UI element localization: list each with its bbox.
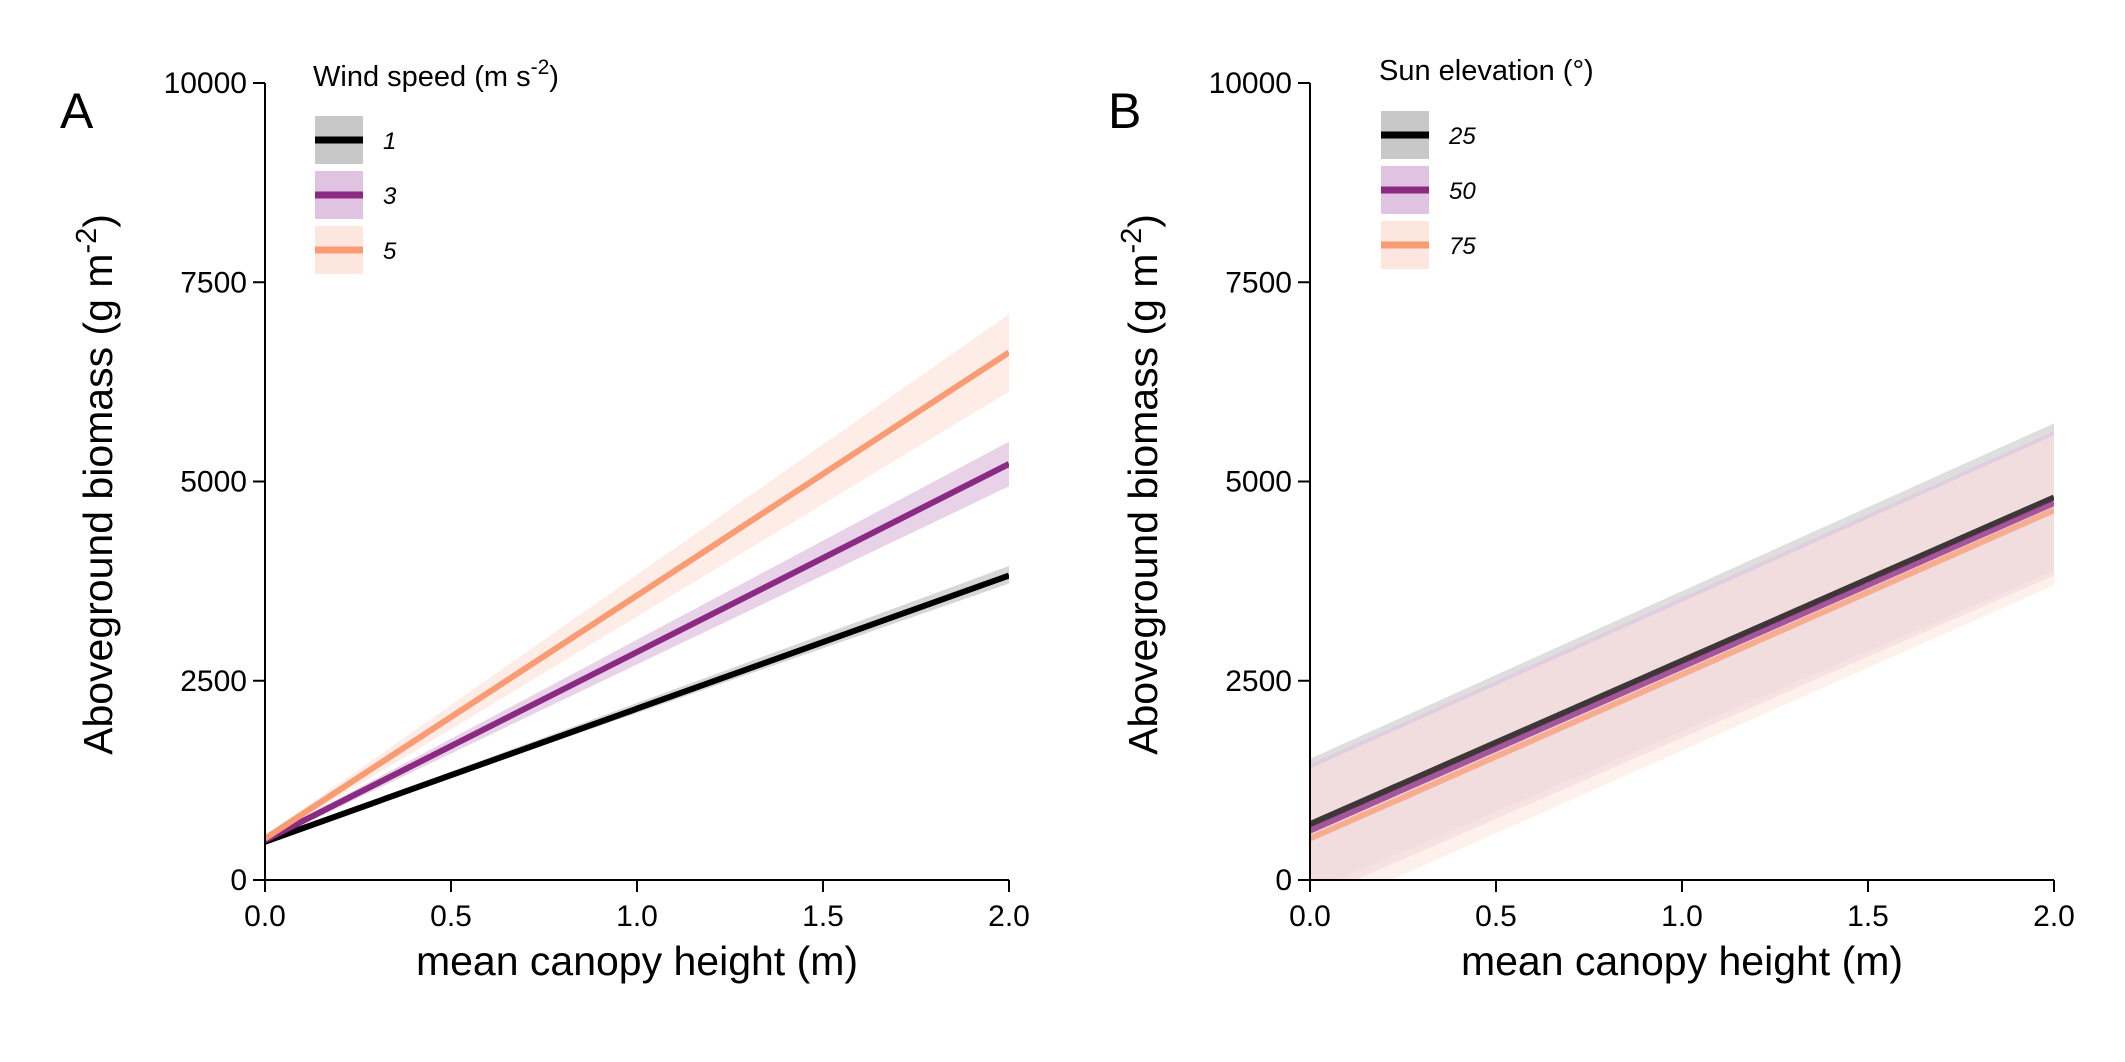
x-tick-label: 0.0 [1289,900,1331,933]
y-axis-title-superscript: -2 [71,228,103,254]
y-axis-title-main: Aboveground biomass (g m [1120,254,1166,755]
y-tick-label: 10000 [1209,67,1292,100]
legend-label-3: 3 [383,183,397,210]
legend-label-1: 1 [383,128,396,155]
y-tick-label: 7500 [1225,266,1292,299]
legend-label-75: 75 [1449,233,1476,260]
y-axis-title: Aboveground biomass (g m-2) [71,214,121,755]
y-axis-title-superscript: -2 [1116,228,1148,254]
series-line-75 [1310,507,2054,842]
legend: Sun elevation (°) 25 50 75 [1379,55,1594,269]
x-axis-title: mean canopy height (m) [416,938,858,984]
x-axis-title: mean canopy height (m) [1461,938,1903,984]
panel-b: 0.0 0.5 1.0 1.5 2.0 0 2500 5000 7500 10000 mean ca… [1108,55,2075,984]
y-tick-label: 5000 [180,466,247,499]
legend-title-superscript: -2 [531,56,550,79]
x-tick-label: 0.5 [430,900,472,933]
x-tick-label: 0.5 [1475,900,1517,933]
legend-label-50: 50 [1449,178,1476,205]
x-tick-label: 2.0 [2033,900,2075,933]
x-tick-label: 1.0 [1661,900,1703,933]
plot-area [265,314,1009,845]
y-tick-label: 2500 [180,665,247,698]
x-tick-label: 2.0 [988,900,1030,933]
confidence-band-5 [265,314,1009,842]
legend: Wind speed (m s-2) 1 3 5 [313,56,559,274]
panel-label: B [1108,83,1141,139]
series-line-3 [265,461,1009,843]
legend-title: Sun elevation (°) [1379,55,1594,87]
x-tick-label: 1.5 [802,900,844,933]
y-axis-title-tail: ) [75,214,121,228]
legend-title-tail: ) [549,61,559,93]
y-axis-title-tail: ) [1120,214,1166,228]
legend-label-5: 5 [383,238,397,265]
series-line-5 [265,349,1009,842]
x-tick-label: 0.0 [244,900,286,933]
panel-label: A [60,83,94,139]
y-tick-label: 0 [230,864,247,897]
legend-title-main: Sun elevation (°) [1379,55,1594,87]
legend-title: Wind speed (m s-2) [313,56,559,93]
y-axis-title-main: Aboveground biomass (g m [75,254,121,755]
y-tick-label: 10000 [164,67,247,100]
y-tick-label: 2500 [1225,665,1292,698]
y-tick-label: 7500 [180,266,247,299]
x-tick-label: 1.0 [616,900,658,933]
series-line-1 [265,572,1009,845]
legend-title-main: Wind speed (m s [313,61,531,93]
series-line-25 [1310,494,2054,827]
y-tick-label: 5000 [1225,466,1292,499]
panel-a: 0.0 0.5 1.0 1.5 2.0 0 2500 5000 7500 10000 mean ca… [60,56,1030,984]
y-axis-title: Aboveground biomass (g m-2) [1116,214,1166,755]
x-tick-label: 1.5 [1847,900,1889,933]
legend-label-25: 25 [1448,123,1476,150]
plot-area [1310,423,2054,880]
series-line-50 [1310,500,2054,834]
confidence-band-3 [265,441,1009,843]
y-tick-label: 0 [1275,864,1292,897]
